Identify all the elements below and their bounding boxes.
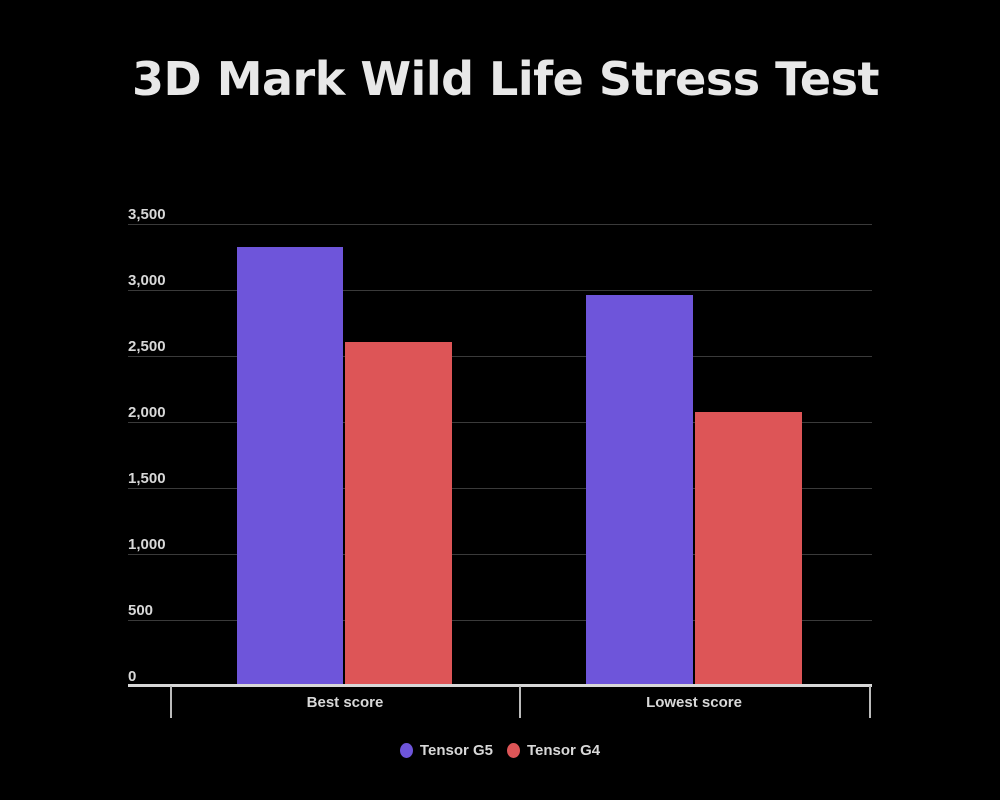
plot-area: 3,500 3,000 2,500 2,000 1,500 1,000 500 … — [128, 206, 872, 687]
x-label-lowest-score: Lowest score — [646, 694, 742, 711]
gridline-2500 — [128, 356, 872, 357]
gridline-3500 — [128, 224, 872, 225]
x-tick-mark — [519, 686, 521, 718]
x-axis-line — [128, 684, 872, 687]
y-tick-label: 0 — [128, 668, 137, 685]
legend-label-g5: Tensor G5 — [419, 742, 493, 759]
legend: Tensor G5 Tensor G4 — [0, 742, 1000, 759]
y-tick-label: 2,500 — [128, 338, 166, 355]
y-tick-label: 3,000 — [128, 272, 166, 289]
legend-item-tensor-g5: Tensor G5 — [399, 742, 493, 759]
x-label-best-score: Best score — [306, 694, 384, 711]
y-tick-label: 500 — [128, 602, 154, 619]
y-tick-label: 3,500 — [128, 206, 166, 223]
bar-lowest-score-tensor-g4 — [695, 412, 802, 686]
y-tick-label: 1,500 — [128, 470, 166, 487]
bar-lowest-score-tensor-g5 — [586, 295, 693, 686]
gridline-1000 — [128, 554, 872, 555]
bar-best-score-tensor-g5 — [237, 247, 343, 686]
legend-swatch-g4-icon — [507, 743, 520, 758]
chart-title: 3D Mark Wild Life Stress Test — [132, 52, 879, 106]
gridline-500 — [128, 620, 872, 621]
gridline-1500 — [128, 488, 872, 489]
legend-swatch-g5-icon — [399, 743, 413, 758]
bar-best-score-tensor-g4 — [345, 342, 452, 686]
legend-label-g4: Tensor G4 — [527, 742, 601, 759]
y-tick-label: 2,000 — [128, 404, 166, 421]
gridline-3000 — [128, 290, 872, 291]
legend-item-tensor-g4: Tensor G4 — [507, 742, 600, 759]
y-tick-label: 1,000 — [128, 536, 166, 553]
gridline-2000 — [128, 422, 872, 423]
x-tick-mark — [170, 686, 172, 718]
x-tick-mark — [869, 686, 871, 718]
